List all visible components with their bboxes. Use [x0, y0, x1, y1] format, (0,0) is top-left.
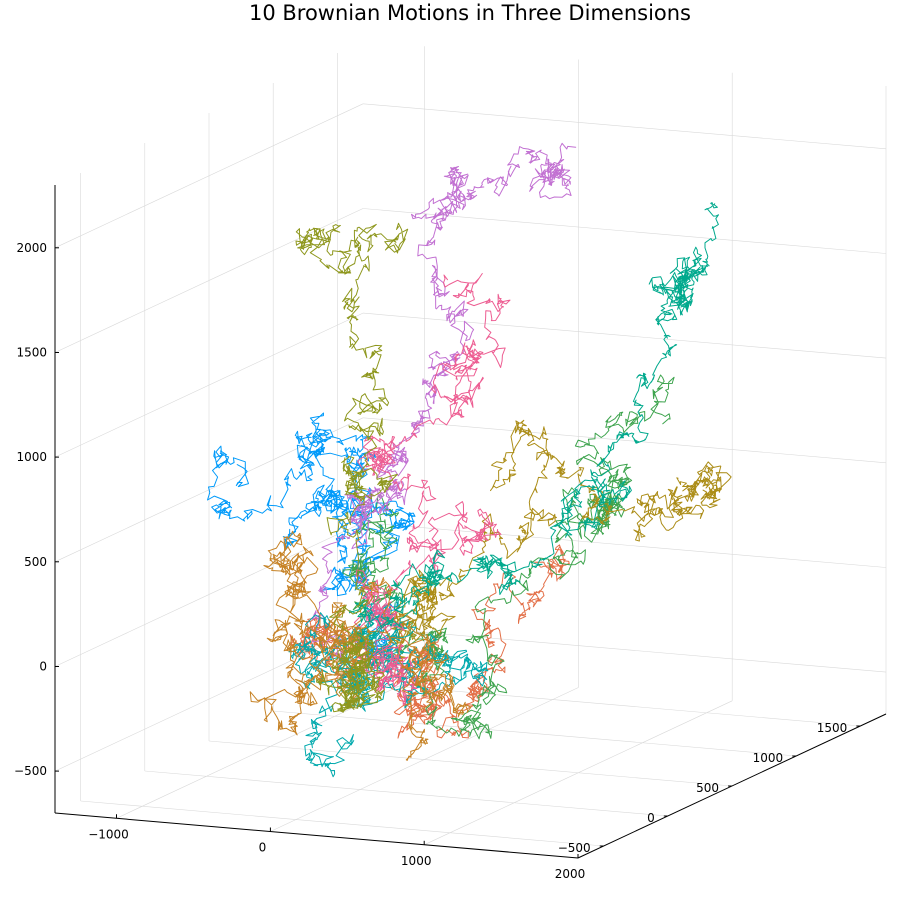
z-tick-label: 500: [24, 555, 47, 569]
z-tick-label: 0: [39, 660, 47, 674]
z-tick-label: 1000: [16, 450, 47, 464]
grid-line-y-floor: [144, 770, 668, 817]
z-tick-label: 2000: [16, 241, 47, 255]
x-tick-label: 0: [259, 841, 267, 855]
brownian-path-9: [349, 202, 719, 646]
grid-lines: [54, 46, 887, 859]
grid-line-y-floor: [273, 710, 797, 757]
x-tick-label: −1000: [88, 827, 129, 841]
grid-line-y-floor: [80, 800, 604, 847]
y-tick-label: 0: [647, 811, 655, 825]
tick-labels: −1000 0 1000 2000 −500 0 500 1000 1500 −500 0 500 10…: [14, 241, 847, 881]
brownian-path-8: [249, 530, 472, 761]
brownian-path-5: [348, 419, 732, 664]
grid-line-z-back: [362, 208, 887, 254]
x-tick-label: 1000: [401, 854, 432, 868]
grid-line-z-back: [362, 522, 887, 568]
x-axis: [54, 812, 579, 859]
grid-line-z-back: [362, 312, 887, 359]
z-tick-label: 1500: [16, 346, 47, 360]
grid-line-z-side: [54, 208, 364, 353]
z-tick-label: −500: [14, 764, 47, 778]
grid-line-z-back: [362, 417, 887, 464]
grid-line-z-side: [54, 312, 364, 458]
x-tick-label: 2000: [555, 867, 586, 881]
brownian-path-4: [312, 142, 577, 661]
axes: [54, 185, 887, 859]
grid-line-z-side: [54, 103, 364, 249]
y-tick-label: 500: [696, 781, 719, 795]
grid-line-z-back: [362, 626, 887, 673]
y-tick-label: −500: [558, 841, 591, 855]
brownian-path-10: [295, 222, 409, 713]
grid-line-z-side: [54, 522, 364, 667]
y-tick-label: 1000: [753, 751, 784, 765]
chart-title: 10 Brownian Motions in Three Dimensions: [249, 1, 691, 25]
grid-line-y-floor: [208, 740, 733, 787]
y-tick-label: 1500: [817, 721, 848, 735]
brownian-path-7: [353, 273, 511, 706]
brownian-paths: [207, 142, 732, 778]
grid-line-z-back: [362, 103, 887, 150]
